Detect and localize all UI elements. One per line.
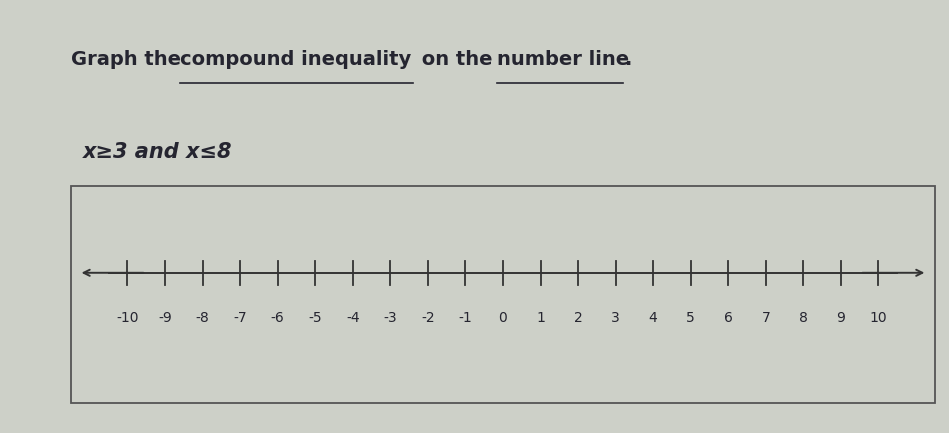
Text: -8: -8	[195, 311, 210, 325]
Text: 10: 10	[869, 311, 887, 325]
Text: -6: -6	[270, 311, 285, 325]
Text: -1: -1	[458, 311, 473, 325]
Text: 7: 7	[761, 311, 771, 325]
Text: 6: 6	[724, 311, 733, 325]
Text: 1: 1	[536, 311, 545, 325]
Text: 5: 5	[686, 311, 695, 325]
Text: 8: 8	[799, 311, 808, 325]
Text: -2: -2	[421, 311, 435, 325]
Text: -10: -10	[116, 311, 139, 325]
Bar	[71, 186, 935, 403]
Text: number line: number line	[497, 50, 629, 69]
Text: Graph the: Graph the	[71, 50, 188, 69]
Text: x≥3 and x≤8: x≥3 and x≤8	[84, 142, 233, 162]
Text: compound inequality: compound inequality	[180, 50, 412, 69]
Text: -5: -5	[308, 311, 322, 325]
Text: 0: 0	[498, 311, 508, 325]
Text: -3: -3	[383, 311, 397, 325]
Text: 4: 4	[649, 311, 658, 325]
Text: -7: -7	[233, 311, 247, 325]
Text: 2: 2	[574, 311, 583, 325]
Text: -9: -9	[158, 311, 172, 325]
Text: on the: on the	[415, 50, 499, 69]
Text: 9: 9	[836, 311, 846, 325]
Text: -4: -4	[346, 311, 360, 325]
Text: .: .	[625, 50, 633, 69]
Text: 3: 3	[611, 311, 620, 325]
